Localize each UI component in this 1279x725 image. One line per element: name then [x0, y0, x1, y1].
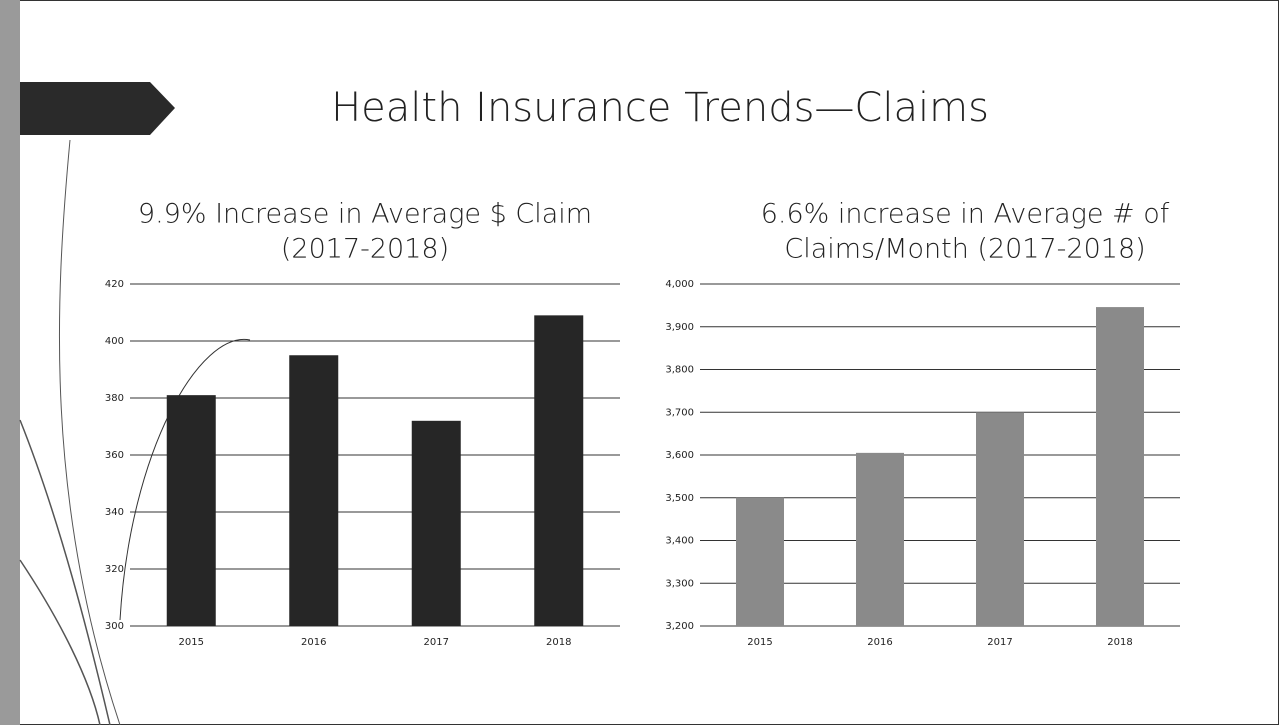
- x-tick-label: 2016: [301, 637, 326, 648]
- y-tick-label: 3,500: [665, 493, 694, 504]
- x-tick-label: 2015: [179, 637, 204, 648]
- bar: [1096, 307, 1144, 626]
- bar: [736, 497, 784, 626]
- chart-title: 9.9% Increase in Average $ Claim: [138, 199, 592, 230]
- y-tick-label: 400: [105, 336, 124, 347]
- y-tick-label: 4,000: [665, 279, 694, 290]
- chart-title: (2017-2018): [281, 234, 449, 265]
- decor-curve: [19, 419, 111, 725]
- y-tick-label: 3,900: [665, 322, 694, 333]
- side-bar: [0, 0, 20, 725]
- x-tick-label: 2018: [1107, 637, 1132, 648]
- slide-title: Health Insurance Trends—Claims: [331, 85, 989, 131]
- bar: [289, 355, 339, 626]
- chart-title: Claims/Month (2017-2018): [784, 234, 1145, 265]
- y-tick-label: 340: [105, 507, 124, 518]
- y-tick-label: 3,400: [665, 536, 694, 547]
- arrow-banner: [20, 82, 175, 135]
- x-tick-label: 2016: [867, 637, 892, 648]
- y-tick-label: 420: [105, 279, 124, 290]
- bar: [411, 420, 461, 626]
- y-tick-label: 3,300: [665, 578, 694, 589]
- bar: [976, 412, 1024, 626]
- x-tick-label: 2017: [987, 637, 1012, 648]
- bar: [534, 315, 584, 626]
- y-tick-label: 3,600: [665, 450, 694, 461]
- y-tick-label: 360: [105, 450, 124, 461]
- y-tick-label: 3,800: [665, 365, 694, 376]
- decor-curve: [58, 139, 121, 725]
- x-tick-label: 2018: [546, 637, 571, 648]
- x-tick-label: 2017: [424, 637, 449, 648]
- y-tick-label: 320: [105, 564, 124, 575]
- x-tick-label: 2015: [747, 637, 772, 648]
- chart-title: 6.6% increase in Average # of: [761, 199, 1170, 230]
- y-tick-label: 3,200: [665, 621, 694, 632]
- y-tick-label: 300: [105, 621, 124, 632]
- bar: [166, 395, 216, 626]
- bar: [856, 452, 904, 626]
- y-tick-label: 380: [105, 393, 124, 404]
- y-tick-label: 3,700: [665, 407, 694, 418]
- decor-curve: [19, 559, 101, 725]
